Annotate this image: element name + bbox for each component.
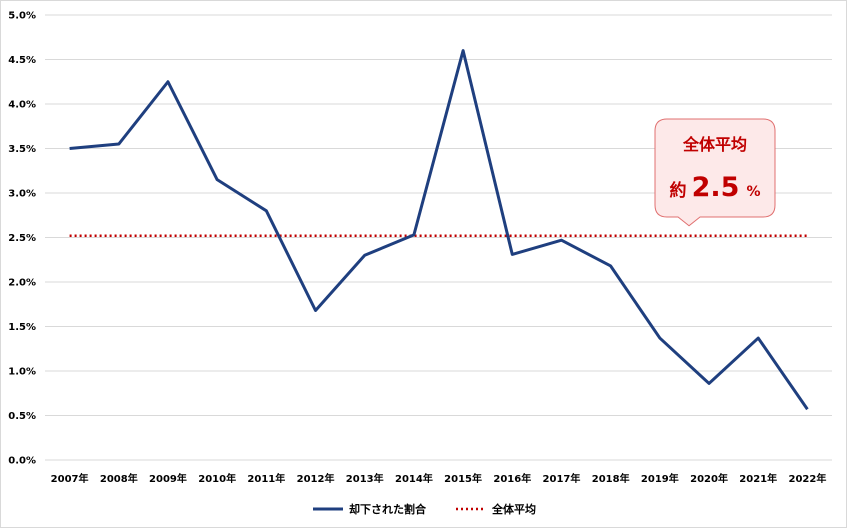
x-tick-label: 2007年 xyxy=(51,472,89,485)
y-tick-label: 4.0% xyxy=(8,100,36,111)
x-tick-label: 2011年 xyxy=(247,472,285,485)
x-tick-label: 2018年 xyxy=(592,472,630,485)
y-tick-label: 2.0% xyxy=(8,278,36,289)
y-tick-label: 5.0% xyxy=(8,11,36,22)
legend-label-series-1: 全体平均 xyxy=(491,502,536,516)
gridlines xyxy=(45,14,832,461)
x-tick-label: 2021年 xyxy=(739,472,777,485)
x-tick-label: 2017年 xyxy=(543,472,581,485)
y-tick-label: 4.5% xyxy=(8,55,36,66)
callout-title: 全体平均 xyxy=(682,135,747,154)
x-tick-label: 2022年 xyxy=(788,472,826,485)
series-lines xyxy=(69,49,809,411)
x-tick-label: 2012年 xyxy=(297,472,335,485)
callout-number: 2.5 xyxy=(692,172,740,203)
x-tick-label: 2015年 xyxy=(444,472,482,485)
legend: 却下された割合 全体平均 xyxy=(313,502,536,516)
y-tick-label: 3.0% xyxy=(8,189,36,200)
x-tick-label: 2016年 xyxy=(493,472,531,485)
x-tick-label: 2010年 xyxy=(198,472,236,485)
average-callout: 全体平均 約 2.5 % xyxy=(654,118,776,227)
y-tick-label: 0.5% xyxy=(8,411,36,422)
y-tick-label: 3.5% xyxy=(8,144,36,155)
callout-unit: % xyxy=(747,184,761,200)
y-tick-label: 1.5% xyxy=(8,322,36,333)
x-tick-label: 2013年 xyxy=(346,472,384,485)
x-axis-ticks: 2007年 2008年 2009年 2010年 2011年 2012年 2013年 2014年… xyxy=(51,472,827,485)
callout-value: 約 2.5 % xyxy=(669,172,760,203)
legend-label-series-0: 却下された割合 xyxy=(349,502,427,516)
y-tick-label: 0.0% xyxy=(8,456,36,467)
callout-bubble xyxy=(654,118,776,227)
x-tick-label: 2008年 xyxy=(100,472,138,485)
callout-prefix: 約 xyxy=(669,180,686,201)
x-tick-label: 2014年 xyxy=(395,472,433,485)
x-tick-label: 2020年 xyxy=(690,472,728,485)
y-tick-label: 1.0% xyxy=(8,367,36,378)
x-tick-label: 2019年 xyxy=(641,472,679,485)
series-line-0 xyxy=(69,49,809,411)
y-tick-label: 2.5% xyxy=(8,233,36,244)
x-tick-label: 2009年 xyxy=(149,472,187,485)
y-axis-ticks: 0.0% 0.5% 1.0% 1.5% 2.0% 2.5% 3.0% 3.5% 4.0% 4.5%… xyxy=(8,11,36,467)
